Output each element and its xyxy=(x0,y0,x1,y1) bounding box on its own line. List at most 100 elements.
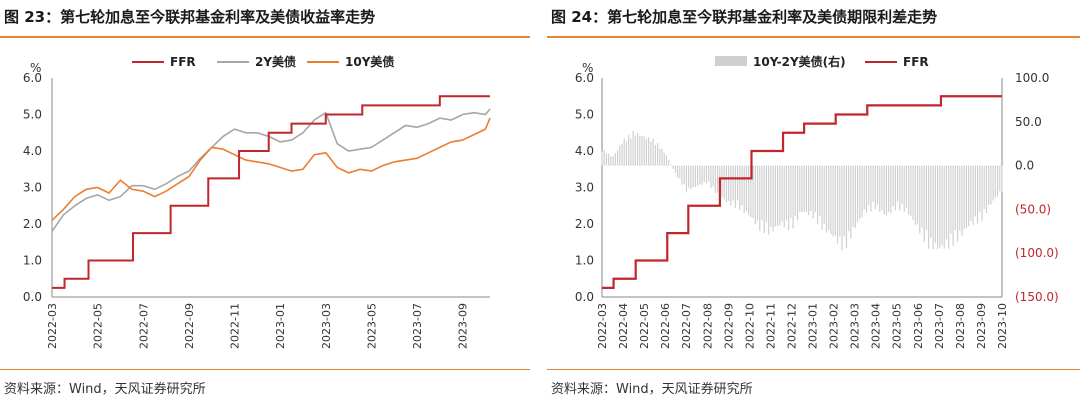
spread-bar xyxy=(805,165,808,212)
spread-bar xyxy=(692,165,694,187)
spread-bar xyxy=(868,165,870,205)
spread-bar xyxy=(759,165,761,231)
spread-bar xyxy=(774,165,776,227)
spread-bar xyxy=(959,165,961,231)
spread-bar xyxy=(630,138,632,166)
spread-bar xyxy=(948,165,950,249)
legend-label-1: 2Y美债 xyxy=(255,54,296,69)
spread-bar xyxy=(1001,165,1003,192)
spread-bar xyxy=(792,165,794,229)
spread-bar xyxy=(916,165,919,225)
spread-bar xyxy=(656,142,659,166)
y-tick-label: 1.0 xyxy=(23,254,42,268)
spread-bar xyxy=(614,152,616,166)
spread-bar xyxy=(672,165,674,169)
spread-bar xyxy=(683,165,685,185)
y-axis-unit-label: % xyxy=(582,61,593,75)
spread-bar xyxy=(845,165,848,249)
spread-bar xyxy=(863,165,865,210)
spread-bar xyxy=(632,131,634,166)
spread-bar xyxy=(601,151,603,166)
y-tick-label: 0.0 xyxy=(575,290,594,304)
spread-bar xyxy=(739,165,741,211)
spread-bar xyxy=(819,165,821,217)
spread-bar xyxy=(701,165,703,185)
x-tick-label: 2022-10 xyxy=(743,303,756,349)
figure-24-chart: % 0.0 1.0 2.0 3.0 4.0 5.0 6.0 100.0 50.0 0.0 (50.0)… xyxy=(575,54,1059,349)
spread-bar xyxy=(659,148,661,166)
spread-bar xyxy=(968,165,970,227)
spread-bar xyxy=(728,165,730,201)
spread-bar xyxy=(894,165,896,211)
spread-bar xyxy=(670,164,672,166)
x-tick-label: 2023-04 xyxy=(870,303,883,349)
spread-bar xyxy=(605,153,608,166)
spread-bar xyxy=(832,165,834,237)
spread-bar xyxy=(736,165,739,201)
spread-bar xyxy=(808,165,810,216)
spread-bar xyxy=(932,165,934,250)
spread-bar xyxy=(843,165,845,237)
spread-bar xyxy=(681,165,683,185)
x-tick-label: 2022-06 xyxy=(659,303,672,349)
spread-bar xyxy=(801,165,803,212)
spread-bar xyxy=(899,165,901,211)
spread-bar xyxy=(636,133,639,166)
spread-bar xyxy=(965,165,968,229)
x-tick-label: 2022-12 xyxy=(785,303,798,349)
spread-bar xyxy=(825,165,828,233)
spread-bar xyxy=(979,165,981,212)
y-tick-label: 1.0 xyxy=(575,254,594,268)
x-tick-label: 2022-03 xyxy=(596,303,609,349)
y-tick-label: 3.0 xyxy=(23,181,42,195)
spread-bar xyxy=(952,165,954,246)
x-tick-label: 2022-04 xyxy=(617,303,630,349)
spread-bar xyxy=(990,165,992,205)
spread-bar xyxy=(983,165,985,210)
x-tick-label: 2022-03 xyxy=(46,303,59,349)
y-tick-label: 5.0 xyxy=(575,108,594,122)
y-tick-label: 6.0 xyxy=(575,71,594,85)
spread-bar xyxy=(768,165,770,235)
spread-bar xyxy=(603,149,605,166)
spread-bar xyxy=(901,165,903,204)
x-tick-label: 2023-03 xyxy=(849,303,862,349)
spread-bar xyxy=(608,153,610,166)
spread-bar xyxy=(921,165,923,228)
spread-bar xyxy=(994,165,996,198)
spread-bar xyxy=(910,165,912,216)
spread-bar xyxy=(703,165,705,182)
spread-bar xyxy=(856,165,859,223)
y2-tick-label: (50.0) xyxy=(1015,202,1051,216)
x-tick-label: 2022-07 xyxy=(680,303,693,349)
x-tick-label: 2023-01 xyxy=(807,303,820,349)
figure-24-title: 图 24：第七轮加息至今联邦基金利率及美债期限利差走势 xyxy=(551,8,938,26)
spread-bar xyxy=(716,165,719,193)
spread-bar xyxy=(708,165,710,182)
spread-bar xyxy=(941,165,943,246)
spread-bar xyxy=(850,165,852,239)
spread-bar xyxy=(665,155,668,166)
y-tick-label: 0.0 xyxy=(23,290,42,304)
figure-23-chart: % 0.0 1.0 2.0 3.0 4.0 5.0 6.0 2022-03 2022-05 2022… xyxy=(23,54,491,349)
spread-bar xyxy=(679,165,681,179)
spread-bar xyxy=(816,165,819,225)
spread-bar xyxy=(654,145,656,166)
spread-bar xyxy=(785,165,788,220)
spread-bar xyxy=(639,135,641,166)
spread-bar xyxy=(879,165,881,212)
spread-bar xyxy=(828,165,830,230)
spread-bar xyxy=(770,165,772,227)
legend-label-0: 10Y-2Y美债(右) xyxy=(753,54,846,69)
spread-bar xyxy=(705,165,708,184)
x-tick-label: 2023-02 xyxy=(828,303,841,349)
spread-bar xyxy=(712,165,714,187)
x-tick-label: 2023-05 xyxy=(891,303,904,349)
spread-bar xyxy=(745,165,748,211)
spread-bar xyxy=(648,137,650,166)
spread-bar xyxy=(788,165,790,231)
y-tick-label: 2.0 xyxy=(23,217,42,231)
spread-bar xyxy=(641,135,643,166)
spread-bar xyxy=(734,165,736,208)
spread-bar xyxy=(634,135,636,166)
